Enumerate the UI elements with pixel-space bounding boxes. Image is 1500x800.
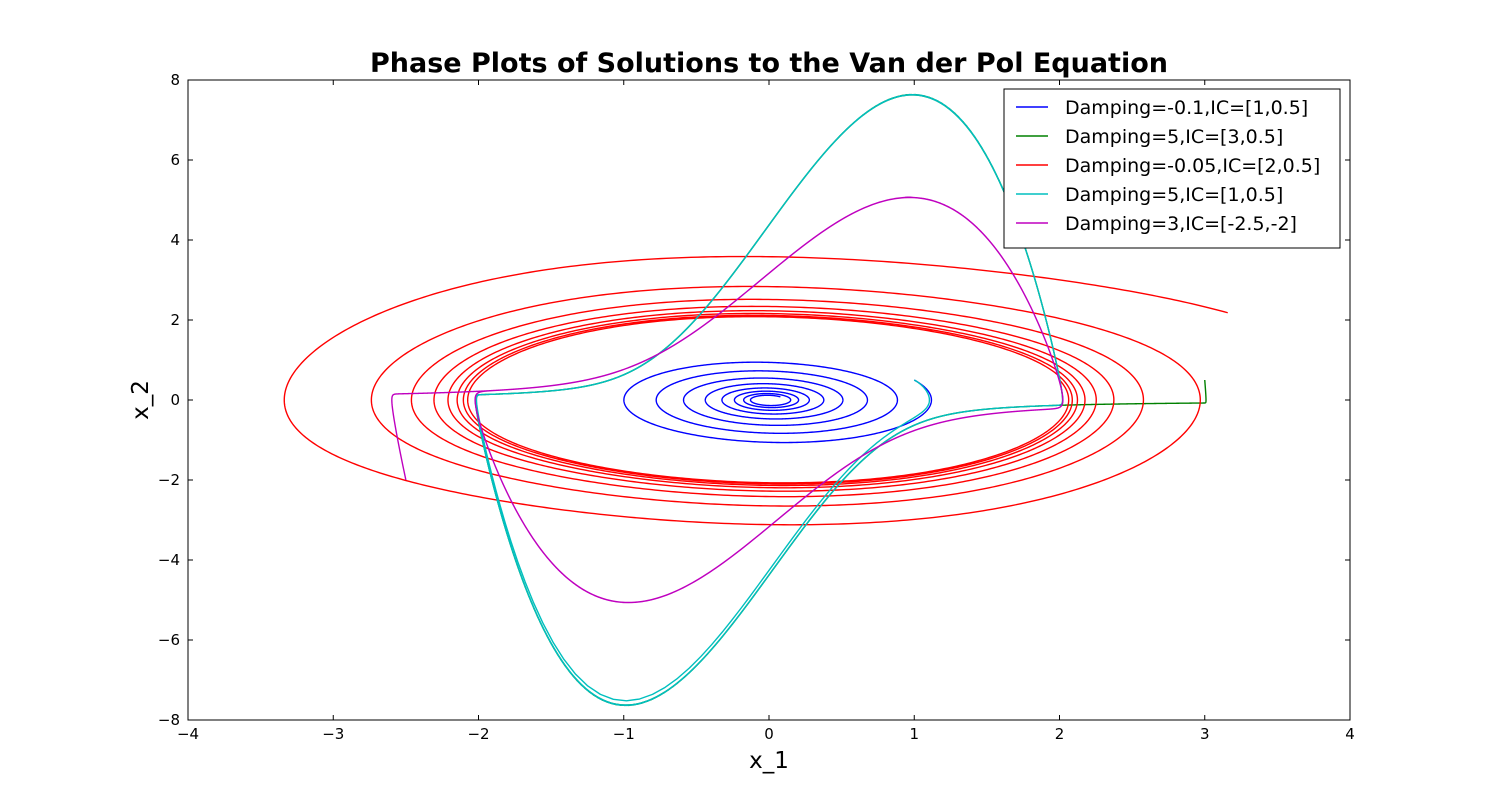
x-tick-label: −4 xyxy=(177,725,199,743)
axis-ticks: −4 −3 −2 −1 0 1 2 3 4 −8 −6 −4 −2 0 2 4 6 8 xyxy=(158,71,1355,743)
y-tick-label: −6 xyxy=(158,631,180,649)
y-tick-label: 6 xyxy=(170,151,180,169)
legend: Damping=-0.1,IC=[1,0.5] Damping=5,IC=[3,0… xyxy=(1003,88,1341,249)
series-line-1 xyxy=(623,361,933,444)
y-tick-label: 8 xyxy=(170,71,180,89)
x-axis-label: x_1 xyxy=(749,748,789,774)
x-tick-label: −1 xyxy=(613,725,635,743)
legend-entry: Damping=5,IC=[3,0.5] xyxy=(1065,126,1283,148)
x-tick-label: −2 xyxy=(467,725,489,743)
legend-entry: Damping=5,IC=[1,0.5] xyxy=(1065,184,1283,206)
legend-entry: Damping=3,IC=[-2.5,-2] xyxy=(1065,213,1297,235)
y-tick-label: 2 xyxy=(170,311,180,329)
legend-entry: Damping=-0.05,IC=[2,0.5] xyxy=(1065,155,1320,177)
y-tick-label: −8 xyxy=(158,711,180,729)
y-tick-label: 0 xyxy=(170,391,180,409)
x-tick-label: 1 xyxy=(909,725,919,743)
x-tick-label: 0 xyxy=(764,725,774,743)
chart-title: Phase Plots of Solutions to the Van der … xyxy=(370,48,1168,79)
y-tick-label: 4 xyxy=(170,231,180,249)
series-group xyxy=(283,93,1228,707)
y-tick-label: −4 xyxy=(158,551,180,569)
x-tick-label: −3 xyxy=(322,725,344,743)
x-tick-label: 2 xyxy=(1055,725,1065,743)
y-axis-label: x_2 xyxy=(128,380,154,420)
x-tick-label: 3 xyxy=(1200,725,1210,743)
y-tick-label: −2 xyxy=(158,471,180,489)
series-line-3 xyxy=(283,255,1228,526)
series-line-4 xyxy=(474,93,1064,707)
series-line-5 xyxy=(391,196,1064,604)
x-tick-label: 4 xyxy=(1345,725,1355,743)
legend-entry: Damping=-0.1,IC=[1,0.5] xyxy=(1065,97,1308,119)
legend-box xyxy=(1003,88,1341,249)
